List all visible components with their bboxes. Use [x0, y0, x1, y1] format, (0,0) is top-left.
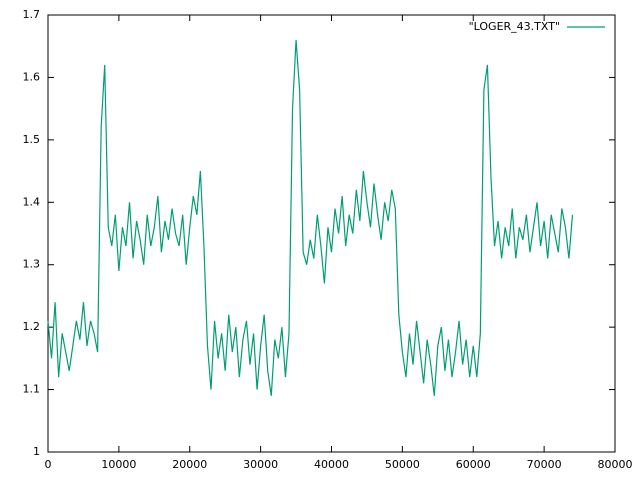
data-line: [47, 39, 574, 396]
x-tick-label: 50000: [385, 458, 420, 471]
x-tick-label: 10000: [101, 458, 136, 471]
y-tick-label: 1.5: [23, 133, 41, 146]
y-tick-label: 1: [33, 445, 40, 458]
x-tick-label: 80000: [598, 458, 633, 471]
x-tick-label: 40000: [314, 458, 349, 471]
x-tick-label: 60000: [456, 458, 491, 471]
x-tick-label: 0: [45, 458, 52, 471]
y-tick-label: 1.2: [23, 320, 41, 333]
y-tick-label: 1.6: [23, 70, 41, 83]
legend-label: "LOGER_43.TXT": [469, 20, 560, 33]
x-tick-label: 20000: [172, 458, 207, 471]
plot-frame: [47, 14, 616, 453]
y-tick-label: 1.3: [23, 258, 41, 271]
x-tick-label: 30000: [243, 458, 278, 471]
x-tick-label: 70000: [527, 458, 562, 471]
y-tick-label: 1.1: [23, 383, 41, 396]
y-tick-label: 1.7: [23, 8, 41, 21]
y-tick-label: 1.4: [23, 195, 41, 208]
